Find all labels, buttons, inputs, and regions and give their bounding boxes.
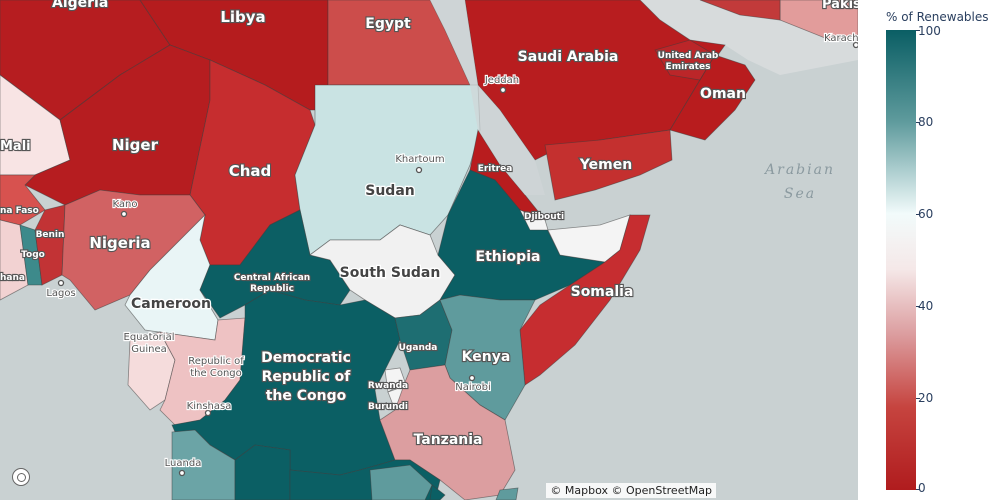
tick-60: 60 bbox=[918, 207, 934, 221]
country-somalia[interactable] bbox=[519, 214, 651, 386]
choropleth-map[interactable]: Algeria Libya Egypt Saudi Arabia United … bbox=[0, 0, 858, 500]
label-nigeria: Nigeria bbox=[89, 234, 150, 252]
label-benin: Benin bbox=[36, 230, 65, 240]
label-car: Central African Republic bbox=[234, 273, 310, 294]
label-burundi: Burundi bbox=[368, 402, 408, 412]
label-tanzania: Tanzania bbox=[414, 432, 483, 448]
label-somalia: Somalia bbox=[571, 284, 634, 300]
label-uae: United Arab Emirates bbox=[658, 51, 719, 72]
tickmark-20 bbox=[916, 398, 920, 399]
country-kenya[interactable] bbox=[439, 294, 536, 421]
country-central-african-republic[interactable] bbox=[199, 209, 351, 319]
tick-20: 20 bbox=[918, 391, 934, 405]
label-cameroon: Cameroon bbox=[131, 296, 211, 312]
label-arabian-sea: Arabian Sea bbox=[763, 162, 835, 202]
red-sea bbox=[430, 0, 545, 195]
country-malawi[interactable] bbox=[429, 484, 446, 500]
label-uganda: Uganda bbox=[399, 343, 438, 353]
label-djibouti: Djibouti bbox=[524, 212, 564, 222]
tickmark-100 bbox=[916, 30, 920, 31]
country-zambia[interactable] bbox=[369, 464, 433, 500]
label-ghana: hana bbox=[0, 273, 25, 283]
label-saudi-arabia: Saudi Arabia bbox=[518, 49, 619, 65]
city-dot-lagos bbox=[57, 279, 65, 287]
label-ethiopia: Ethiopia bbox=[476, 249, 541, 265]
label-pakistan: Pakis bbox=[822, 0, 858, 12]
label-rwanda: Rwanda bbox=[368, 381, 408, 391]
country-iran[interactable] bbox=[699, 0, 781, 21]
label-karachi: Karach bbox=[824, 33, 858, 44]
label-burkina-faso: na Faso bbox=[0, 206, 39, 216]
country-mozambique[interactable] bbox=[495, 487, 519, 500]
label-eritrea: Eritrea bbox=[478, 164, 513, 174]
label-niger: Niger bbox=[112, 136, 159, 154]
label-jeddah: Jeddah bbox=[484, 75, 519, 86]
tickmark-0 bbox=[916, 489, 920, 490]
label-kano: Kano bbox=[113, 199, 138, 210]
label-kenya: Kenya bbox=[462, 349, 511, 365]
label-yemen: Yemen bbox=[579, 157, 632, 173]
legend-title: % of Renewables bbox=[886, 10, 989, 24]
city-dot-jeddah bbox=[499, 86, 507, 94]
tickmark-60 bbox=[916, 214, 920, 215]
label-algeria: Algeria bbox=[52, 0, 108, 11]
tickmark-40 bbox=[916, 306, 920, 307]
label-kinshasa: Kinshasa bbox=[187, 401, 232, 412]
label-libya: Libya bbox=[220, 8, 265, 26]
country-yemen[interactable] bbox=[544, 129, 673, 201]
city-dot-luanda bbox=[178, 469, 186, 477]
tickmark-80 bbox=[916, 122, 920, 123]
city-dot-kano bbox=[120, 210, 128, 218]
label-togo: Togo bbox=[21, 250, 45, 260]
label-republic-of-the-congo: Republic of the Congo bbox=[188, 356, 244, 379]
label-equatorial-guinea: Equatorial Guinea bbox=[124, 332, 175, 355]
label-mali: Mali bbox=[0, 139, 31, 154]
tick-100: 100 bbox=[918, 24, 941, 38]
label-luanda: Luanda bbox=[165, 458, 202, 469]
label-south-sudan: South Sudan bbox=[340, 265, 441, 281]
map-attribution[interactable]: © Mapbox © OpenStreetMap bbox=[546, 483, 716, 498]
label-khartoum: Khartoum bbox=[395, 154, 444, 165]
city-dot-nairobi bbox=[468, 374, 476, 382]
label-lagos: Lagos bbox=[46, 288, 75, 299]
city-dot-karachi bbox=[852, 41, 858, 49]
label-sudan: Sudan bbox=[365, 183, 415, 199]
tick-0: 0 bbox=[918, 481, 926, 495]
city-dot-khartoum bbox=[415, 166, 423, 174]
label-oman: Oman bbox=[700, 86, 746, 102]
colorbar-legend: % of Renewables 100 80 60 40 20 0 bbox=[858, 0, 1000, 500]
mapbox-logo-icon[interactable] bbox=[12, 468, 30, 486]
tick-40: 40 bbox=[918, 299, 934, 313]
label-drc: Democratic Republic of the Congo bbox=[261, 350, 351, 404]
label-chad: Chad bbox=[229, 162, 272, 180]
tick-80: 80 bbox=[918, 115, 934, 129]
city-dot-kinshasa bbox=[204, 409, 212, 417]
land-background bbox=[430, 0, 858, 75]
label-egypt: Egypt bbox=[365, 16, 411, 32]
colorbar-gradient bbox=[886, 30, 916, 490]
label-nairobi: Nairobi bbox=[455, 382, 491, 393]
country-oman[interactable] bbox=[669, 54, 756, 141]
